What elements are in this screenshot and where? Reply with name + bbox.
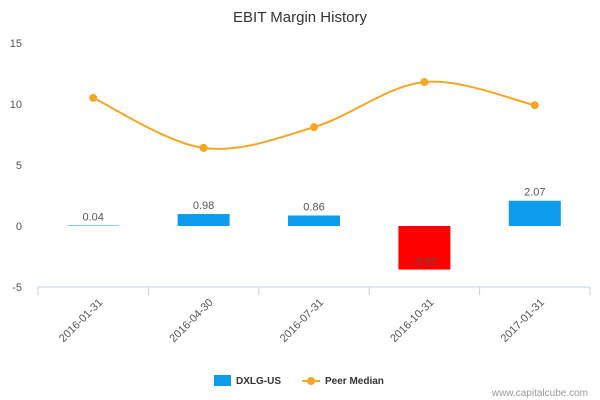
x-tick-label: 2017-01-31 <box>499 297 547 345</box>
y-tick-label: 0 <box>16 221 22 233</box>
y-axis-ticks: 15 10 5 0 -5 <box>10 38 22 294</box>
peer-median-point-2016-07-31 <box>310 123 318 132</box>
bar-2016-10-31 <box>398 226 451 270</box>
peer-median-point-2016-10-31 <box>420 78 429 87</box>
y-tick-label: -5 <box>12 282 22 294</box>
bar-2016-07-31 <box>288 215 340 226</box>
bar-data-label: 0.86 <box>303 202 324 214</box>
x-axis-labels: 2016-01-31 2016-04-30 2016-07-31 2016-10-31… <box>57 297 547 345</box>
bar-data-label: 2.07 <box>524 187 545 199</box>
peer-median-line <box>92 80 536 150</box>
peer-median-point-2016-01-31 <box>89 93 98 102</box>
x-tick-label: 2016-10-31 <box>388 297 436 345</box>
x-tick-label: 2016-01-31 <box>57 297 105 345</box>
y-tick-label: 15 <box>10 38 22 50</box>
peer-median-points <box>89 78 539 152</box>
credit-text: www.capitalcube.com <box>491 388 588 399</box>
legend-swatch-dxlg <box>214 375 231 386</box>
bar-data-label: -3.57 <box>412 257 437 269</box>
chart-title: EBIT Margin History <box>233 9 367 26</box>
peer-median-point-2017-01-31 <box>530 101 539 110</box>
bar-series <box>67 200 561 270</box>
bar-data-label: 0.04 <box>82 212 103 224</box>
legend-swatch-peer-dot <box>307 377 315 385</box>
x-tick-label: 2016-07-31 <box>278 297 326 345</box>
y-tick-label: 10 <box>10 99 22 111</box>
x-axis-tick-marks <box>37 287 591 295</box>
bar-2016-01-31 <box>67 225 120 227</box>
bar-data-label: 0.98 <box>193 200 214 212</box>
legend: DXLG-US Peer Median <box>214 375 384 387</box>
peer-median-point-2016-04-30 <box>199 143 208 152</box>
y-tick-label: 5 <box>16 160 22 172</box>
legend-label-peer: Peer Median <box>325 376 384 387</box>
bar-data-labels: 0.04 0.98 0.86 -3.57 2.07 <box>82 187 545 269</box>
bar-2017-01-31 <box>508 200 561 226</box>
legend-label-dxlg: DXLG-US <box>236 376 281 387</box>
x-tick-label: 2016-04-30 <box>167 297 215 345</box>
bar-2016-04-30 <box>177 214 230 226</box>
